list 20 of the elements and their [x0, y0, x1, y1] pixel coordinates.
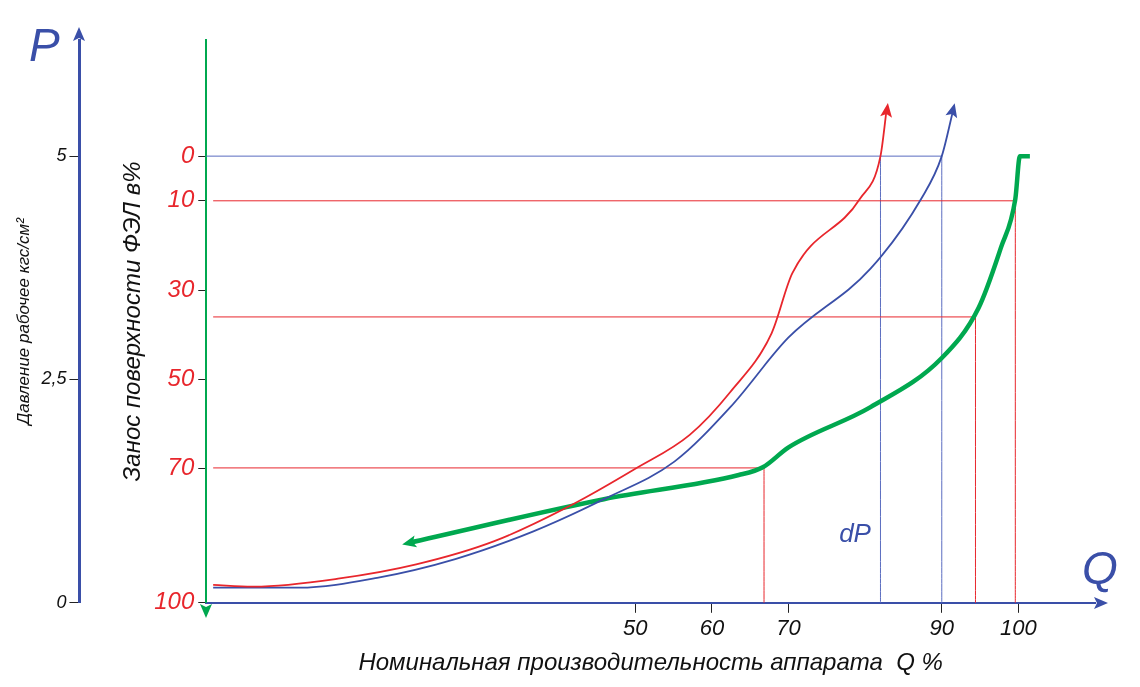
y2-tick-label: 10: [167, 185, 195, 213]
y2-axis-title: Занос поверхности ФЭЛ в%: [118, 161, 146, 482]
x-tick-label: 90: [929, 615, 955, 641]
y2-tick-label: 30: [167, 274, 195, 302]
y2-tick-label: 100: [154, 587, 195, 615]
y-axis-title: Давление рабочее кгс/см²: [13, 216, 33, 427]
y2-tick-label: 70: [167, 453, 195, 481]
annotation: dP: [839, 517, 871, 549]
text: P: [29, 18, 60, 72]
x-axis-title: Номинальная производительность аппарата Q %: [358, 648, 943, 676]
x-tick-label: 50: [623, 615, 649, 641]
x-tick-label: 70: [776, 615, 802, 641]
annotation: Q: [1082, 540, 1118, 595]
x-tick-label: 60: [699, 615, 725, 641]
y2-tick-label: 50: [167, 364, 195, 392]
y-tick-label: 0: [56, 591, 67, 612]
x-tick-label: 100: [1000, 615, 1038, 641]
y2-tick-label: 0: [180, 140, 195, 168]
y-tick-label: 2,5: [40, 368, 68, 389]
y-tick-label: 5: [56, 145, 68, 166]
